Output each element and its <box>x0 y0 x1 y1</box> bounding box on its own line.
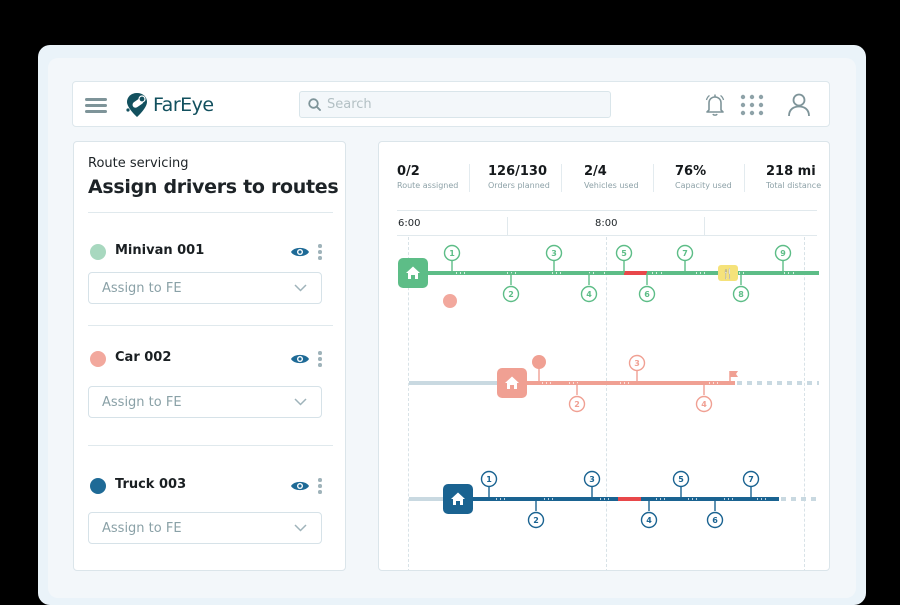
vehicle-color-dot <box>90 244 106 260</box>
svg-text:1: 1 <box>449 249 455 258</box>
route-car[interactable]: 2 3 4 <box>409 354 819 413</box>
assign-driver-select[interactable]: Assign to FE <box>88 386 322 418</box>
search-input[interactable] <box>327 97 597 112</box>
chevron-down-icon <box>294 524 307 532</box>
chevron-down-icon <box>294 284 307 292</box>
route-minivan[interactable]: 🍴 1 2 3 4 5 6 7 8 9 <box>398 244 819 309</box>
select-placeholder: Assign to FE <box>102 281 182 296</box>
search-icon <box>308 98 321 111</box>
divider <box>88 325 333 326</box>
svg-text:2: 2 <box>574 400 580 409</box>
vehicle-name: Minivan 001 <box>115 243 205 258</box>
unassigned-order-marker <box>443 294 457 308</box>
svg-text:7: 7 <box>682 249 688 258</box>
vehicle-name: Truck 003 <box>115 477 187 492</box>
vehicle-color-dot <box>90 478 106 494</box>
more-options-icon[interactable] <box>318 477 322 495</box>
svg-text:4: 4 <box>701 400 707 409</box>
svg-text:7: 7 <box>748 475 754 484</box>
svg-text:1: 1 <box>486 475 492 484</box>
vehicle-color-dot <box>90 351 106 367</box>
panel-title: Assign drivers to routes <box>88 176 339 198</box>
divider <box>88 445 333 446</box>
menu-icon[interactable] <box>85 98 107 113</box>
svg-text:3: 3 <box>634 359 640 368</box>
vehicle-name: Car 002 <box>115 350 172 365</box>
panel-subtitle: Route servicing <box>88 156 189 171</box>
svg-text:4: 4 <box>586 290 592 299</box>
svg-text:3: 3 <box>551 249 557 258</box>
more-options-icon[interactable] <box>318 243 322 261</box>
svg-text:8: 8 <box>738 290 744 299</box>
route-timeline-panel: 0/2 Route assigned 126/130 Orders planne… <box>378 141 830 571</box>
time-label-8: 8:00 <box>595 218 618 229</box>
svg-text:2: 2 <box>508 290 514 299</box>
route-servicing-panel: Route servicing Assign drivers to routes… <box>73 141 346 571</box>
assign-driver-select[interactable]: Assign to FE <box>88 512 322 544</box>
svg-text:2: 2 <box>533 516 539 525</box>
top-bar: FarEye <box>72 81 830 127</box>
select-placeholder: Assign to FE <box>102 395 182 410</box>
route-timeline: 🍴 1 2 3 4 5 6 7 8 9 <box>398 244 819 529</box>
brand-logo[interactable]: FarEye <box>123 90 214 120</box>
svg-text:6: 6 <box>712 516 718 525</box>
flag-icon <box>729 371 738 383</box>
time-label-6: 6:00 <box>398 218 421 229</box>
unassigned-order-marker <box>532 355 546 369</box>
user-icon[interactable] <box>787 92 811 118</box>
meal-break-icon <box>718 265 738 281</box>
more-options-icon[interactable] <box>318 350 322 368</box>
stat-capacity-used: 76% Capacity used <box>675 164 732 190</box>
divider <box>88 212 333 213</box>
search-box[interactable] <box>299 91 611 118</box>
stat-orders-planned: 126/130 Orders planned <box>488 164 550 190</box>
stat-total-distance: 218 mi Total distance <box>766 164 822 190</box>
assign-driver-select[interactable]: Assign to FE <box>88 272 322 304</box>
route-truck[interactable]: 1 2 3 4 5 6 7 <box>409 470 819 529</box>
svg-text:9: 9 <box>780 249 786 258</box>
svg-text:4: 4 <box>646 516 652 525</box>
stat-vehicles-used: 2/4 Vehicles used <box>584 164 639 190</box>
apps-grid-icon[interactable] <box>740 94 764 116</box>
select-placeholder: Assign to FE <box>102 521 182 536</box>
stat-route-assigned: 0/2 Route assigned <box>397 164 459 190</box>
fareye-logo-icon <box>126 93 147 117</box>
brand-name: FarEye <box>153 94 214 116</box>
svg-text:🍴: 🍴 <box>722 267 734 280</box>
svg-text:5: 5 <box>678 475 684 484</box>
eye-icon[interactable] <box>290 352 310 366</box>
svg-text:5: 5 <box>621 249 627 258</box>
bell-icon[interactable] <box>703 92 727 118</box>
eye-icon[interactable] <box>290 479 310 493</box>
svg-text:6: 6 <box>644 290 650 299</box>
eye-icon[interactable] <box>290 245 310 259</box>
svg-text:3: 3 <box>589 475 595 484</box>
chevron-down-icon <box>294 398 307 406</box>
